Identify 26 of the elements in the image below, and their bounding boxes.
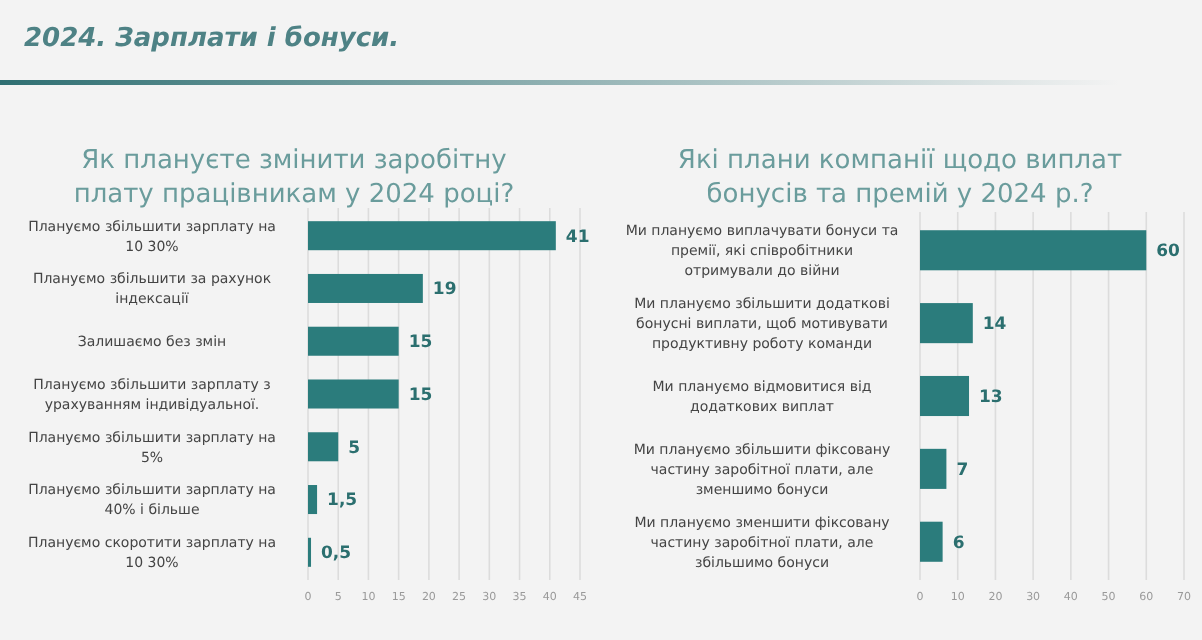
bar [920, 521, 943, 562]
chart-title: Які плани компанії щодо виплат бонусів та премій у 2024 р.? [677, 146, 1123, 210]
bar [308, 221, 556, 251]
data-label: 13 [979, 387, 1003, 408]
data-label: 1,5 [327, 491, 358, 512]
data-label: 60 [1156, 242, 1181, 263]
data-label: 7 [956, 460, 969, 481]
bar [920, 375, 970, 417]
bar [920, 230, 1147, 271]
data-label: 15 [408, 333, 433, 354]
bar [308, 432, 339, 462]
data-label: 14 [982, 315, 1007, 336]
text: 2024. Зарплати і бонуси. [24, 24, 400, 54]
data-label: 5 [348, 438, 361, 459]
data-label: 0,5 [321, 544, 352, 565]
data-label: 15 [408, 385, 433, 406]
bar [920, 448, 947, 489]
bar [308, 326, 399, 356]
bar [308, 273, 423, 303]
bar [308, 379, 399, 409]
bar [920, 303, 973, 344]
data-label: 6 [952, 533, 965, 554]
bar [308, 485, 318, 515]
data-label: 19 [432, 280, 457, 301]
data-label: 41 [565, 227, 590, 248]
chart-title: Як плануєте змінити заробітну плату працівникам у 2024 році? [73, 146, 515, 210]
